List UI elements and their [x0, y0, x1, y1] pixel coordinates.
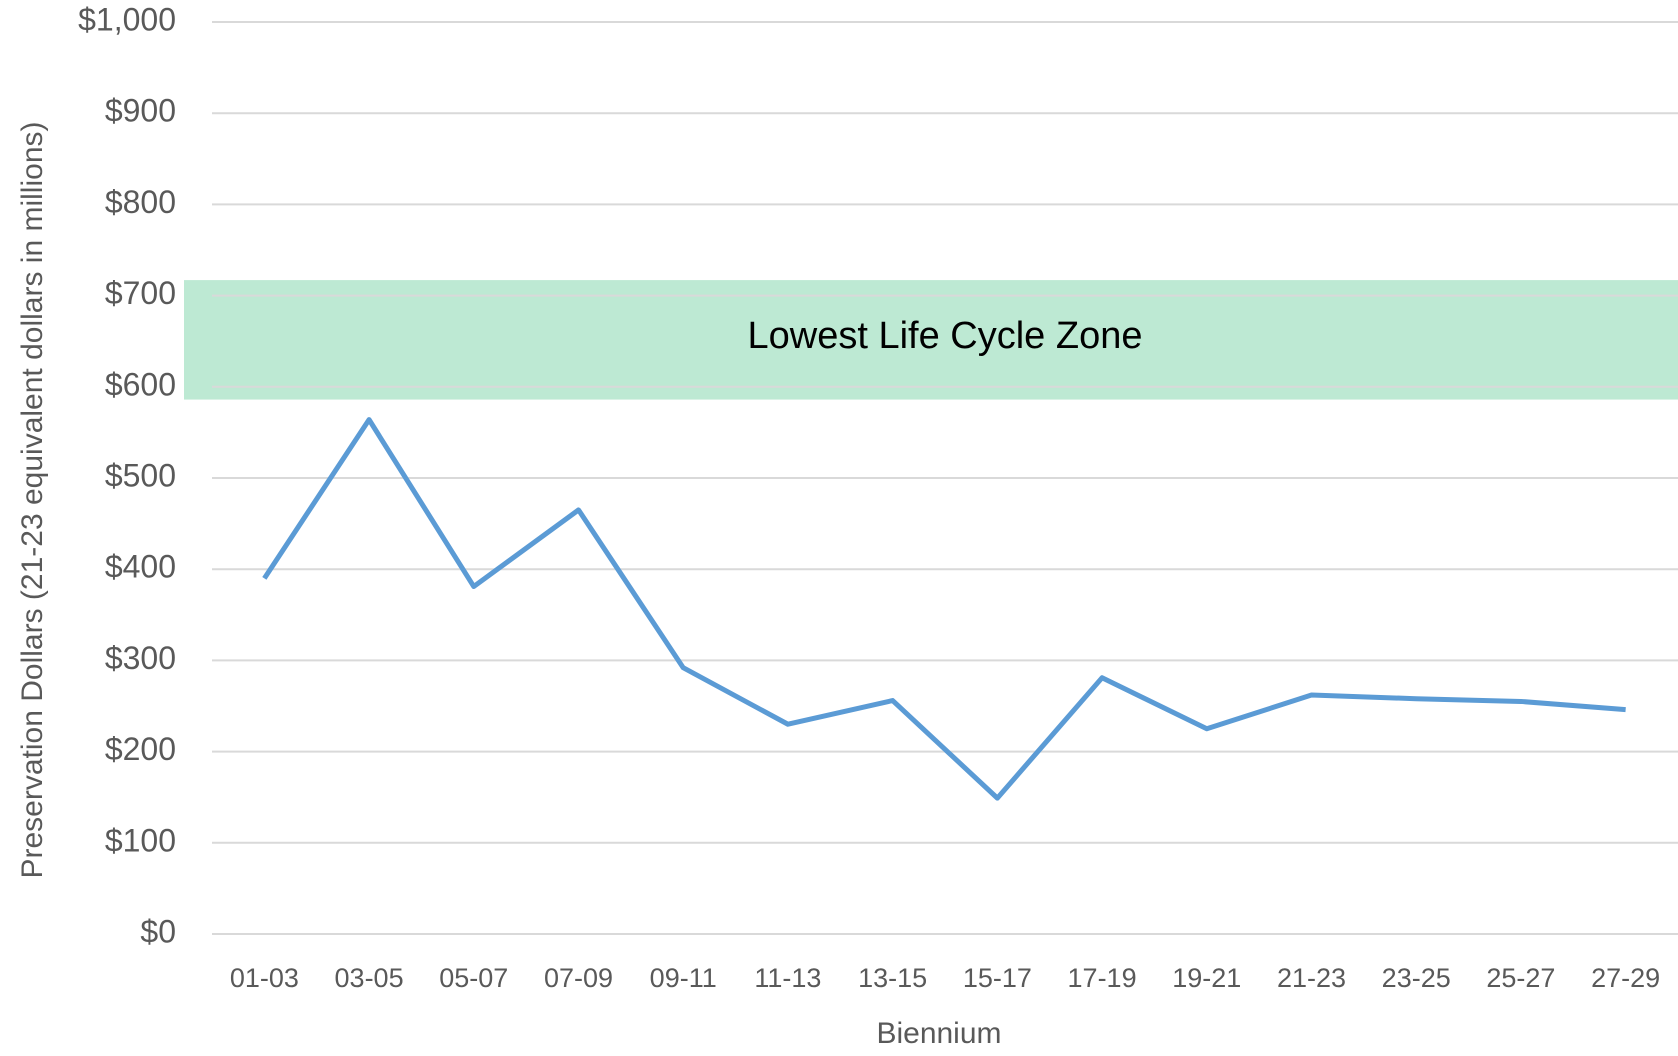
zone-layer: [184, 280, 1678, 400]
y-tick-label: $100: [105, 822, 176, 858]
y-tick-label: $500: [105, 457, 176, 493]
x-tick-label: 17-19: [1068, 963, 1137, 993]
x-tick-label: 27-29: [1591, 963, 1660, 993]
y-tick-label: $300: [105, 640, 176, 676]
x-tick-label: 19-21: [1172, 963, 1241, 993]
y-tick-label: $1,000: [78, 1, 176, 37]
x-axis-label: Biennium: [876, 1017, 1001, 1050]
y-tick-label: $200: [105, 731, 176, 767]
y-tick-label: $600: [105, 366, 176, 402]
x-tick-label: 21-23: [1277, 963, 1346, 993]
x-tick-label: 07-09: [544, 963, 613, 993]
x-tick-label: 25-27: [1486, 963, 1555, 993]
x-tick-label: 05-07: [439, 963, 508, 993]
x-tick-label: 01-03: [230, 963, 299, 993]
data-line: [262, 417, 1626, 801]
y-tick-label: $700: [105, 275, 176, 311]
x-tick-label: 15-17: [963, 963, 1032, 993]
x-tick-label: 11-13: [754, 963, 821, 993]
y-tick-label: $800: [105, 184, 176, 220]
zone-label: Lowest Life Cycle Zone: [748, 315, 1143, 357]
x-tick-label: 03-05: [335, 963, 404, 993]
y-tick-label: $400: [105, 549, 176, 585]
zone-band: [184, 280, 1678, 400]
y-axis-label: Preservation Dollars (21-23 equivalent d…: [16, 121, 49, 878]
x-tick-label: 09-11: [650, 963, 717, 993]
x-tick-label: 13-15: [858, 963, 927, 993]
x-tick-label: 23-25: [1382, 963, 1451, 993]
y-tick-label: $0: [140, 913, 176, 949]
y-tick-label: $900: [105, 93, 176, 129]
